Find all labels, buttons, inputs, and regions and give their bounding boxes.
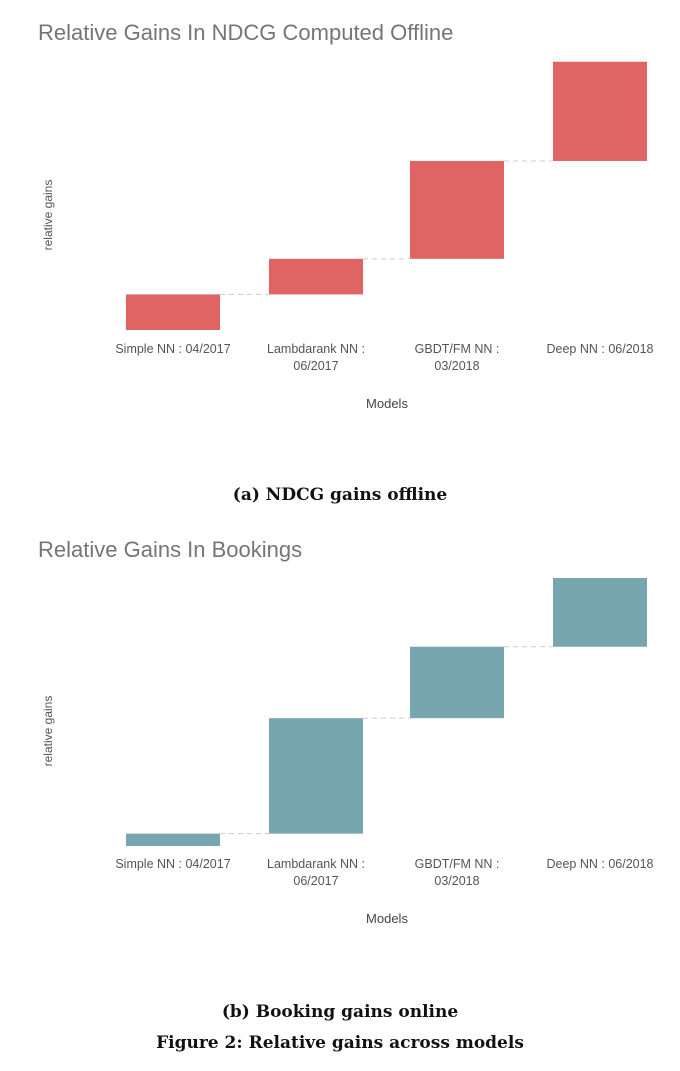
chart-b-tick-label-0: Simple NN : 04/2017 (115, 857, 230, 871)
chart-b-tick-label-2: GBDT/FM NN : 03/2018 (415, 857, 500, 888)
chart-a-tick-label-3-line-0: Deep NN : 06/2018 (546, 342, 653, 356)
chart-a-tick-label-2: GBDT/FM NN : 03/2018 (415, 342, 500, 373)
chart-b-title: Relative Gains In Bookings (38, 537, 303, 562)
chart-b-bar-1 (269, 718, 363, 834)
chart-a-tick-label-3: Deep NN : 06/2018 (546, 342, 653, 356)
chart-b-bar-2 (410, 646, 504, 719)
chart-a-tick-label-2-line-1: 03/2018 (434, 359, 479, 373)
chart-b-tick-label-1: Lambdarank NN : 06/2017 (267, 857, 365, 888)
chart-a-plot: Simple NN : 04/2017 Lambdarank NN : 06/201… (115, 61, 654, 373)
chart-b-plot: Simple NN : 04/2017 Lambdarank NN : 06/201… (115, 578, 654, 888)
chart-b-xlabel: Models (366, 911, 408, 926)
chart-a-tick-label-1-line-0: Lambdarank NN : (267, 342, 365, 356)
chart-a-bar-3 (553, 61, 647, 161)
chart-b-tick-label-1-line-1: 06/2017 (293, 874, 338, 888)
chart-a-bar-0 (126, 294, 220, 330)
chart-a-tick-label-0-line-0: Simple NN : 04/2017 (115, 342, 230, 356)
chart-b-tick-label-3: Deep NN : 06/2018 (546, 857, 653, 871)
chart-a-tick-label-0: Simple NN : 04/2017 (115, 342, 230, 356)
chart-b-tick-label-0-line-0: Simple NN : 04/2017 (115, 857, 230, 871)
chart-a-bar-2 (410, 160, 504, 259)
chart-b-tick-label-2-line-0: GBDT/FM NN : (415, 857, 500, 871)
chart-a-tick-label-2-line-0: GBDT/FM NN : (415, 342, 500, 356)
chart-b-tick-label-1-line-0: Lambdarank NN : (267, 857, 365, 871)
chart-b-caption: (b) Booking gains online (221, 1002, 459, 1022)
chart-a-title: Relative Gains In NDCG Computed Offline (38, 20, 454, 45)
chart-b-bar-3 (553, 578, 647, 647)
figure-caption: Figure 2: Relative gains across models (156, 1033, 524, 1053)
chart-b-tick-label-2-line-1: 03/2018 (434, 874, 479, 888)
chart-a-tick-label-1: Lambdarank NN : 06/2017 (267, 342, 365, 373)
chart-a-xlabel: Models (366, 396, 408, 411)
chart-a-caption: (a) NDCG gains offline (232, 485, 448, 505)
chart-b-bar-0 (126, 833, 220, 846)
chart-b-tick-label-3-line-0: Deep NN : 06/2018 (546, 857, 653, 871)
chart-a-tick-label-1-line-1: 06/2017 (293, 359, 338, 373)
chart-a-bar-1 (269, 258, 363, 295)
